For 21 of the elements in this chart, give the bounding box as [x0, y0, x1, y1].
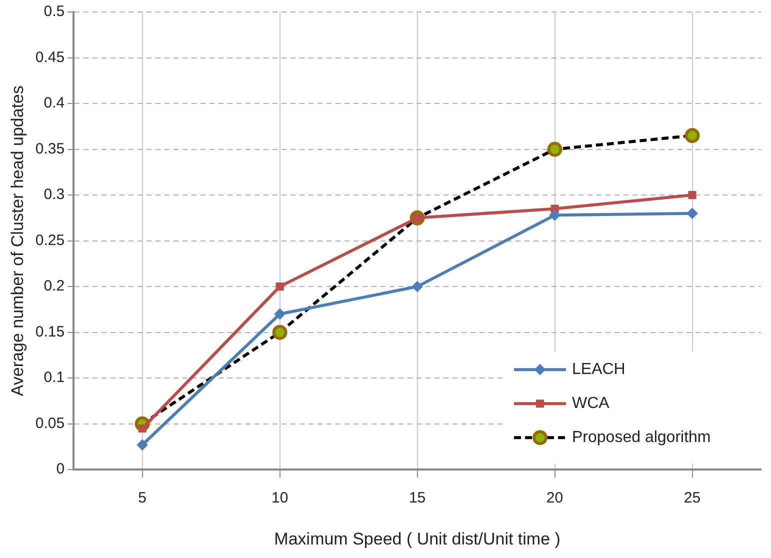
y-tick-label: 0.5 — [44, 3, 65, 20]
legend-label: WCA — [572, 395, 610, 412]
y-tick-label: 0.1 — [44, 369, 65, 386]
y-tick-label: 0.2 — [44, 278, 65, 295]
y-tick-label: 0.15 — [35, 323, 65, 340]
x-tick-label: 20 — [546, 490, 564, 507]
x-tick-label: 15 — [408, 490, 426, 507]
y-tick-label: 0.35 — [35, 140, 65, 158]
x-tick-label: 5 — [138, 490, 147, 507]
y-tick-label: 0 — [56, 460, 65, 478]
legend-label: LEACH — [572, 361, 626, 378]
legend-label: Proposed algorithm — [572, 429, 711, 446]
y-axis-title: Average number of Cluster head updates — [8, 85, 27, 396]
x-tick-label: 10 — [271, 490, 288, 507]
y-tick-label: 0.4 — [44, 94, 65, 112]
x-axis-title: Maximum Speed ( Unit dist/Unit time ) — [274, 529, 560, 548]
y-tick-label: 0.45 — [35, 48, 65, 66]
x-tick-label: 25 — [684, 490, 701, 507]
y-tick-label: 0.05 — [35, 414, 65, 432]
y-tick-label: 0.25 — [35, 232, 65, 249]
y-tick-label: 0.3 — [44, 186, 65, 204]
